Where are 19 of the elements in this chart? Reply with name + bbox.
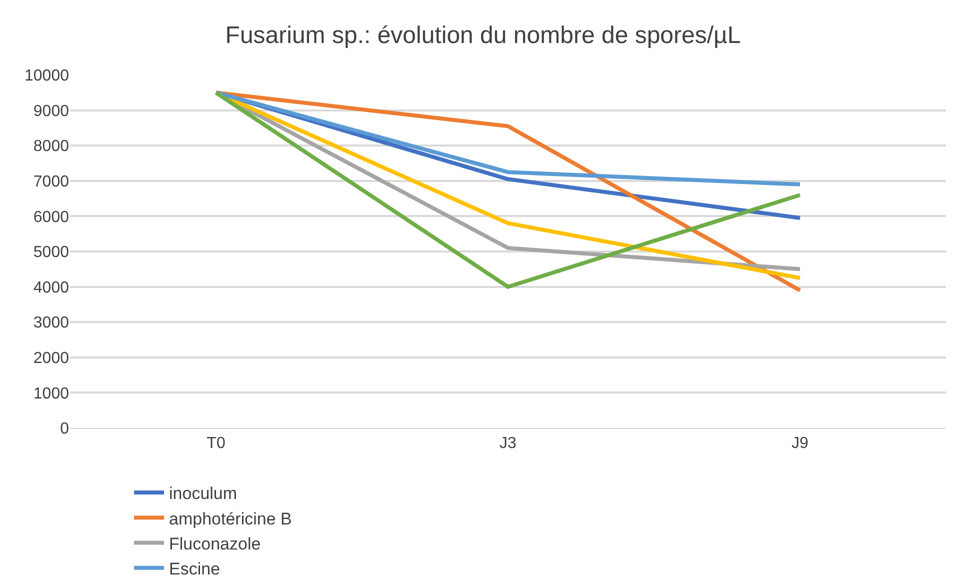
y-tick-label: 6000 — [33, 208, 70, 226]
x-tick-label: J3 — [500, 435, 517, 452]
y-tick-label: 0 — [60, 420, 70, 438]
legend-label: Escine — [169, 559, 220, 578]
y-tick-label: 9000 — [33, 102, 70, 120]
legend-label: Fluconazole — [169, 534, 261, 554]
legend-label: amphotéricine B — [169, 509, 292, 528]
legend-label: inoculum — [169, 484, 238, 504]
y-tick-label: 2000 — [33, 350, 70, 367]
y-tick-label: 7000 — [33, 174, 70, 190]
y-tick-label: 5000 — [33, 244, 70, 262]
y-tick-label: 3000 — [33, 314, 70, 332]
x-tick-label: J9 — [792, 435, 809, 452]
y-tick-label: 4000 — [33, 279, 70, 296]
y-tick-label: 10000 — [24, 68, 70, 85]
y-tick-label: 8000 — [33, 138, 70, 156]
y-tick-label: 1000 — [33, 385, 70, 402]
chart-title: Fusarium sp.: évolution du nombre de spores/µL — [225, 22, 741, 50]
x-tick-label: T0 — [206, 435, 226, 452]
